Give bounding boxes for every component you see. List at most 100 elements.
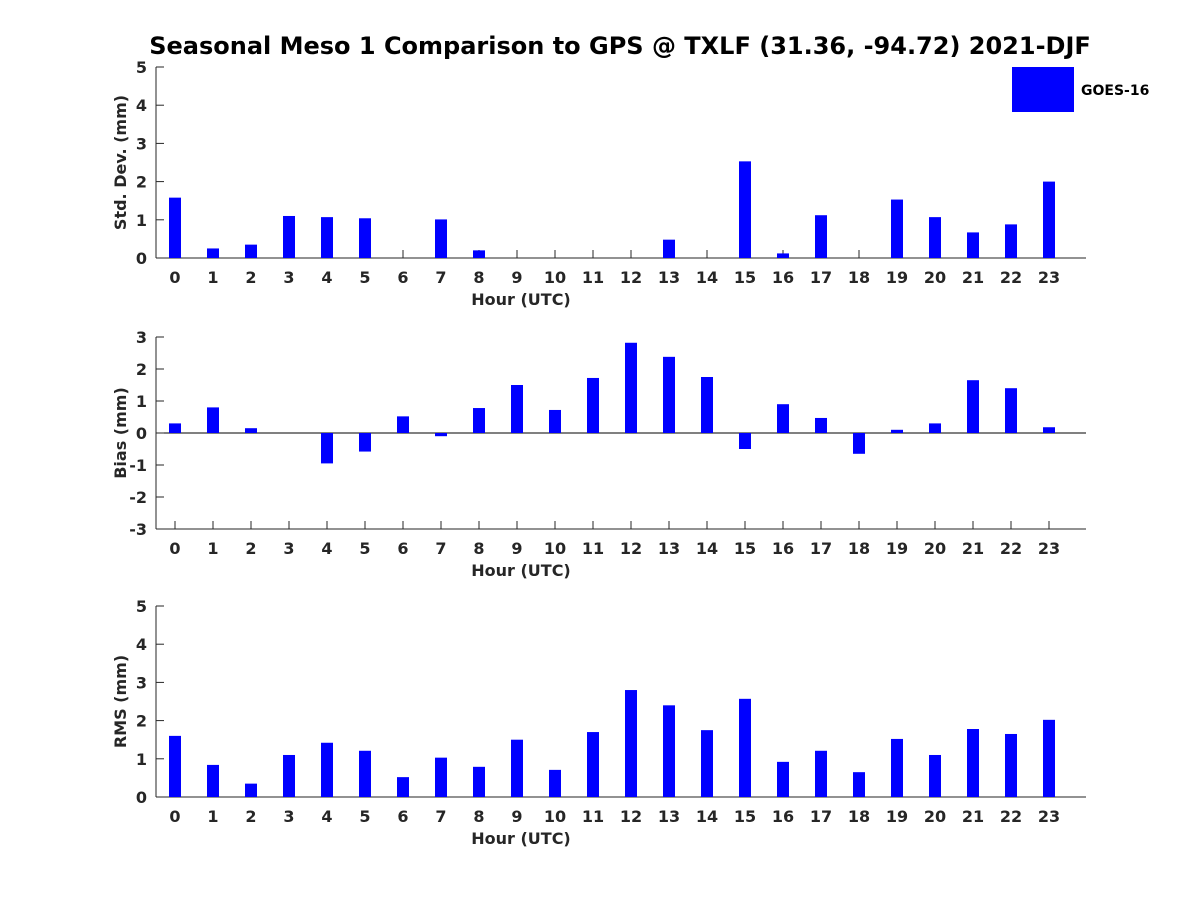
bar-hour-10 [549, 409, 561, 433]
chart-title: Seasonal Meso 1 Comparison to GPS @ TXLF… [149, 32, 1091, 60]
x-tick-label: 3 [283, 539, 294, 558]
bar-hour-0 [169, 197, 181, 258]
bar-hour-19 [891, 738, 903, 797]
x-tick-label: 18 [848, 539, 870, 558]
x-tick-label: 15 [734, 268, 756, 287]
x-tick-label: 6 [397, 807, 408, 826]
x-tick-label: 10 [544, 268, 566, 287]
x-tick-label: 19 [886, 807, 908, 826]
x-tick-label: 9 [511, 539, 522, 558]
bar-hour-18 [853, 433, 865, 454]
y-tick-label: -2 [129, 488, 147, 507]
y-axis-label: Std. Dev. (mm) [111, 95, 130, 230]
x-tick-label: 12 [620, 268, 642, 287]
x-tick-label: 23 [1038, 807, 1060, 826]
bar-hour-22 [1005, 224, 1017, 258]
x-tick-label: 22 [1000, 807, 1022, 826]
y-axis-label: RMS (mm) [111, 655, 130, 748]
x-tick-label: 7 [435, 268, 446, 287]
x-tick-label: 20 [924, 539, 946, 558]
bar-hour-19 [891, 199, 903, 258]
x-axis-label: Hour (UTC) [471, 290, 571, 309]
x-tick-label: 20 [924, 268, 946, 287]
bar-hour-7 [435, 433, 447, 437]
bar-hour-15 [739, 433, 751, 449]
bar-hour-4 [321, 217, 333, 258]
x-tick-label: 21 [962, 268, 984, 287]
bar-hour-16 [777, 404, 789, 433]
x-tick-label: 11 [582, 268, 604, 287]
y-tick-label: 1 [136, 211, 147, 230]
bar-hour-17 [815, 417, 827, 433]
bar-hour-15 [739, 698, 751, 797]
bar-hour-7 [435, 757, 447, 797]
bar-hour-8 [473, 408, 485, 433]
bar-hour-2 [245, 244, 257, 258]
bar-hour-22 [1005, 388, 1017, 433]
bar-hour-16 [777, 761, 789, 797]
x-tick-label: 22 [1000, 539, 1022, 558]
x-tick-label: 14 [696, 268, 718, 287]
x-tick-label: 2 [245, 268, 256, 287]
x-tick-label: 13 [658, 268, 680, 287]
bar-hour-12 [625, 342, 637, 433]
y-tick-label: 0 [136, 249, 147, 268]
x-tick-label: 12 [620, 539, 642, 558]
x-tick-label: 11 [582, 807, 604, 826]
x-tick-label: 0 [169, 539, 180, 558]
x-tick-label: 8 [473, 539, 484, 558]
x-tick-label: 18 [848, 807, 870, 826]
x-tick-label: 13 [658, 539, 680, 558]
x-tick-label: 1 [207, 539, 218, 558]
x-tick-label: 13 [658, 807, 680, 826]
bar-hour-16 [777, 253, 789, 258]
x-tick-label: 22 [1000, 268, 1022, 287]
bar-hour-12 [625, 690, 637, 797]
x-tick-label: 16 [772, 807, 794, 826]
y-tick-label: 2 [136, 360, 147, 379]
x-tick-label: 8 [473, 268, 484, 287]
x-tick-label: 17 [810, 268, 832, 287]
x-tick-label: 11 [582, 539, 604, 558]
y-tick-label: 5 [136, 58, 147, 77]
y-tick-label: 0 [136, 424, 147, 443]
x-tick-label: 1 [207, 807, 218, 826]
bar-hour-8 [473, 250, 485, 258]
x-tick-label: 7 [435, 807, 446, 826]
bar-hour-0 [169, 423, 181, 433]
bar-hour-13 [663, 356, 675, 433]
bar-hour-5 [359, 433, 371, 452]
bar-hour-4 [321, 742, 333, 797]
bar-hour-0 [169, 735, 181, 797]
x-tick-label: 0 [169, 807, 180, 826]
legend-swatch [1012, 67, 1074, 112]
x-tick-label: 14 [696, 539, 718, 558]
x-tick-label: 4 [321, 539, 332, 558]
y-tick-label: -1 [129, 456, 147, 475]
bar-hour-6 [397, 416, 409, 433]
bar-hour-13 [663, 705, 675, 797]
x-tick-label: 16 [772, 268, 794, 287]
y-tick-label: 2 [136, 173, 147, 192]
bar-hour-22 [1005, 733, 1017, 797]
bar-hour-17 [815, 215, 827, 258]
bar-hour-17 [815, 750, 827, 797]
x-tick-label: 21 [962, 807, 984, 826]
x-tick-label: 8 [473, 807, 484, 826]
bar-hour-5 [359, 218, 371, 258]
bar-hour-21 [967, 232, 979, 258]
legend: GOES-16 [1012, 67, 1149, 112]
y-tick-label: -3 [129, 520, 147, 539]
x-tick-label: 9 [511, 268, 522, 287]
x-tick-label: 9 [511, 807, 522, 826]
x-axis-label: Hour (UTC) [471, 829, 571, 848]
bar-hour-6 [397, 777, 409, 797]
x-tick-label: 10 [544, 539, 566, 558]
bar-hour-19 [891, 429, 903, 433]
x-tick-label: 4 [321, 807, 332, 826]
y-tick-label: 4 [136, 96, 147, 115]
bar-hour-14 [701, 377, 713, 433]
